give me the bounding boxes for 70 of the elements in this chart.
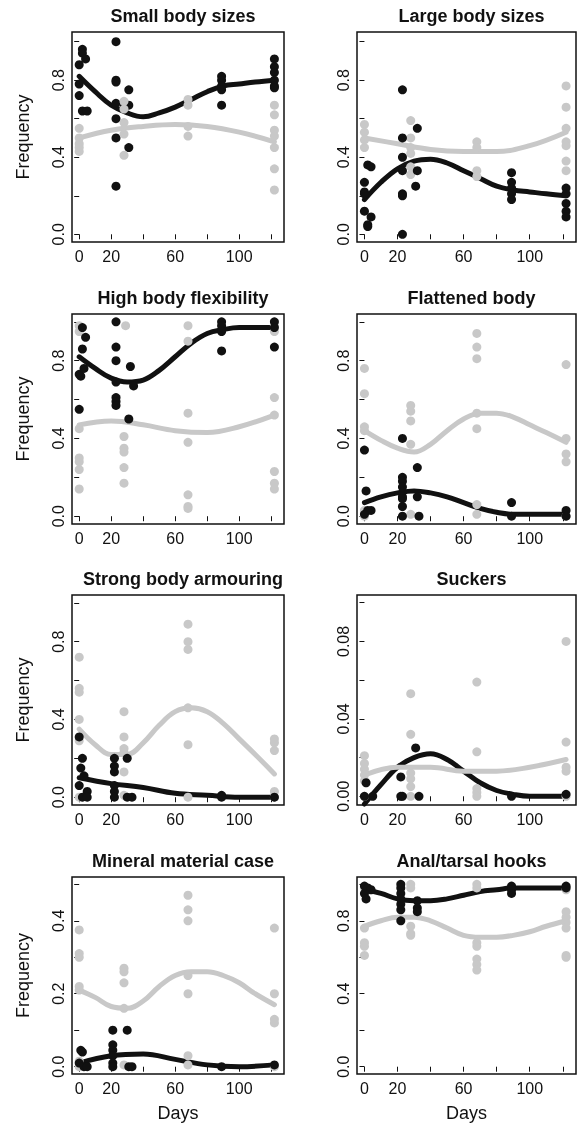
x-tick-label: 60 <box>166 1079 185 1096</box>
x-tick-label: 100 <box>516 529 544 546</box>
x-tick-label: 60 <box>454 529 473 546</box>
x-axis-title: Days <box>157 1102 199 1123</box>
x-tick-label: 60 <box>166 529 185 546</box>
x-tick-label: 100 <box>516 1079 544 1096</box>
y-tick-label: 0.0 <box>49 786 67 809</box>
x-tick-label: 0 <box>359 810 369 828</box>
x-tick-label: 100 <box>225 1079 253 1096</box>
x-tick-label: 0 <box>74 529 84 546</box>
x-axis-title: Days <box>445 1102 488 1123</box>
y-tick-label: 0.4 <box>49 426 67 450</box>
x-tick-label: 20 <box>102 247 121 265</box>
x-tick-label: 0 <box>74 810 84 828</box>
x-tick-label: 100 <box>516 810 544 828</box>
y-tick-label: 0.0 <box>334 223 352 246</box>
x-tick-label: 20 <box>102 529 121 546</box>
x-tick-label: 100 <box>225 810 253 828</box>
y-tick-label: 0.4 <box>334 426 352 450</box>
x-tick-label: 60 <box>166 810 185 828</box>
x-tick-label: 0 <box>74 247 84 265</box>
x-tick-label: 0 <box>359 529 369 546</box>
y-tick-label: 0.0 <box>334 504 352 527</box>
x-tick-label: 60 <box>454 1079 473 1096</box>
y-tick-label: 0.0 <box>334 1054 352 1078</box>
y-tick-label: 0.08 <box>334 625 352 658</box>
x-tick-label: 0 <box>359 1079 369 1096</box>
y-axis-title: Frequency <box>13 94 33 180</box>
y-tick-label: 0.4 <box>49 146 67 169</box>
y-tick-label: 0.04 <box>334 703 352 735</box>
y-tick-label: 0.4 <box>334 982 352 1005</box>
y-tick-label: 0.8 <box>334 348 352 372</box>
y-tick-label: 0.4 <box>49 909 67 932</box>
y-tick-label: 0.8 <box>334 909 352 932</box>
y-tick-label: 0.4 <box>334 146 352 169</box>
y-tick-label: 0.00 <box>334 780 352 812</box>
y-tick-label: 0.4 <box>49 708 67 731</box>
x-tick-label: 20 <box>388 1079 407 1096</box>
x-tick-label: 20 <box>388 247 407 265</box>
chart-title: Small body sizes <box>110 6 256 26</box>
y-tick-label: 0.8 <box>334 68 352 92</box>
x-tick-label: 100 <box>516 247 544 265</box>
chart-title: Anal/tarsal hooks <box>396 850 547 871</box>
y-axis-title: Frequency <box>13 375 33 462</box>
chart-title: Mineral material case <box>91 850 275 871</box>
chart-title: High body flexibility <box>97 287 269 308</box>
y-tick-label: 0.2 <box>49 982 67 1005</box>
x-tick-label: 0 <box>359 247 369 265</box>
x-tick-label: 20 <box>388 529 407 546</box>
y-tick-label: 0.8 <box>49 68 67 92</box>
y-tick-label: 0.0 <box>49 504 67 527</box>
y-tick-label: 0.8 <box>49 348 67 372</box>
y-axis-title: Frequency <box>13 932 33 1018</box>
y-axis-title: Frequency <box>13 657 33 743</box>
x-tick-label: 20 <box>102 1079 121 1096</box>
chart-title: Flattened body <box>407 287 536 308</box>
chart-title: Strong body armouring <box>83 569 283 589</box>
x-tick-label: 20 <box>102 810 121 828</box>
x-tick-label: 20 <box>388 810 407 828</box>
x-tick-label: 100 <box>225 529 253 546</box>
x-tick-label: 0 <box>74 1079 84 1096</box>
y-tick-label: 0.0 <box>49 1054 67 1078</box>
x-tick-label: 60 <box>454 810 473 828</box>
y-tick-label: 0.8 <box>49 630 67 653</box>
chart-title: Large body sizes <box>398 6 545 26</box>
x-tick-label: 60 <box>454 247 473 265</box>
x-tick-label: 60 <box>166 247 185 265</box>
chart-title: Suckers <box>436 569 507 589</box>
x-tick-label: 100 <box>225 247 253 265</box>
y-tick-label: 0.0 <box>49 223 67 246</box>
